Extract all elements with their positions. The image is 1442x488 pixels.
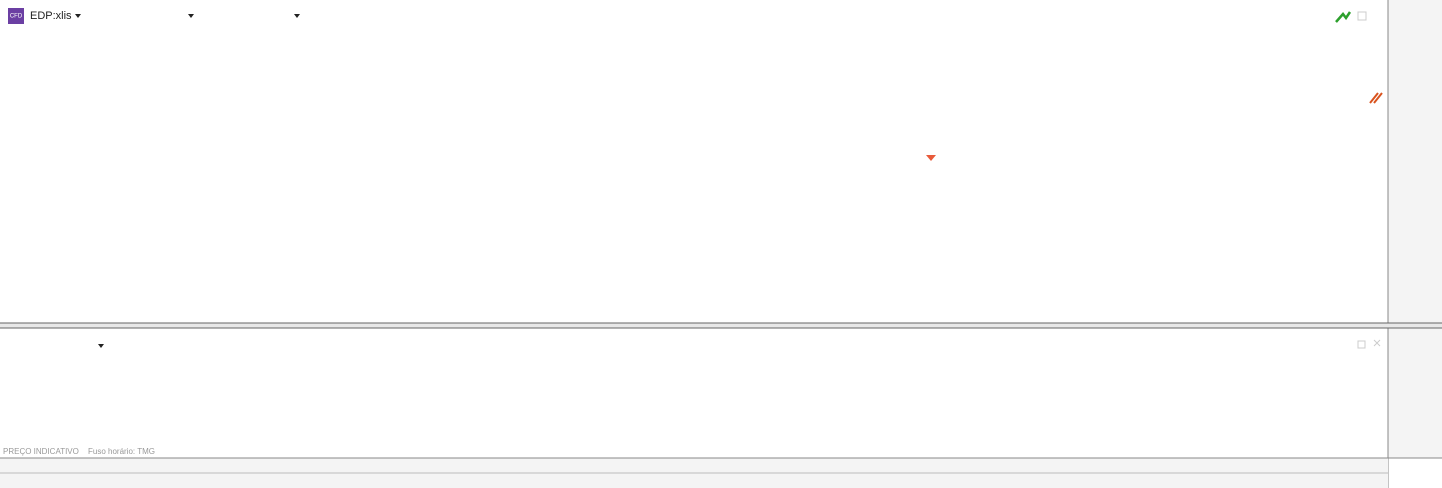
window-button[interactable] (1357, 11, 1367, 21)
dropdown-arrow[interactable] (75, 14, 81, 18)
alert-icon[interactable] (1369, 92, 1383, 104)
signal-marker (926, 155, 936, 161)
window-button[interactable] (1357, 340, 1366, 349)
panel-divider (0, 323, 1442, 328)
instrument-icon[interactable] (8, 8, 24, 24)
close-button[interactable] (1373, 339, 1381, 347)
icon-label: CFD (10, 14, 23, 20)
trend-icon[interactable] (1335, 11, 1352, 23)
dropdown-arrow[interactable] (98, 344, 104, 348)
symbol[interactable]: EDP:xlis (30, 10, 72, 22)
dropdown-arrow[interactable] (188, 14, 194, 18)
dropdown-arrow[interactable] (294, 14, 300, 18)
axis-panel (1388, 0, 1442, 458)
footer-note: PREÇO INDICATIVO (3, 447, 79, 456)
footer-timezone: Fuso horário: TMG (88, 447, 155, 456)
